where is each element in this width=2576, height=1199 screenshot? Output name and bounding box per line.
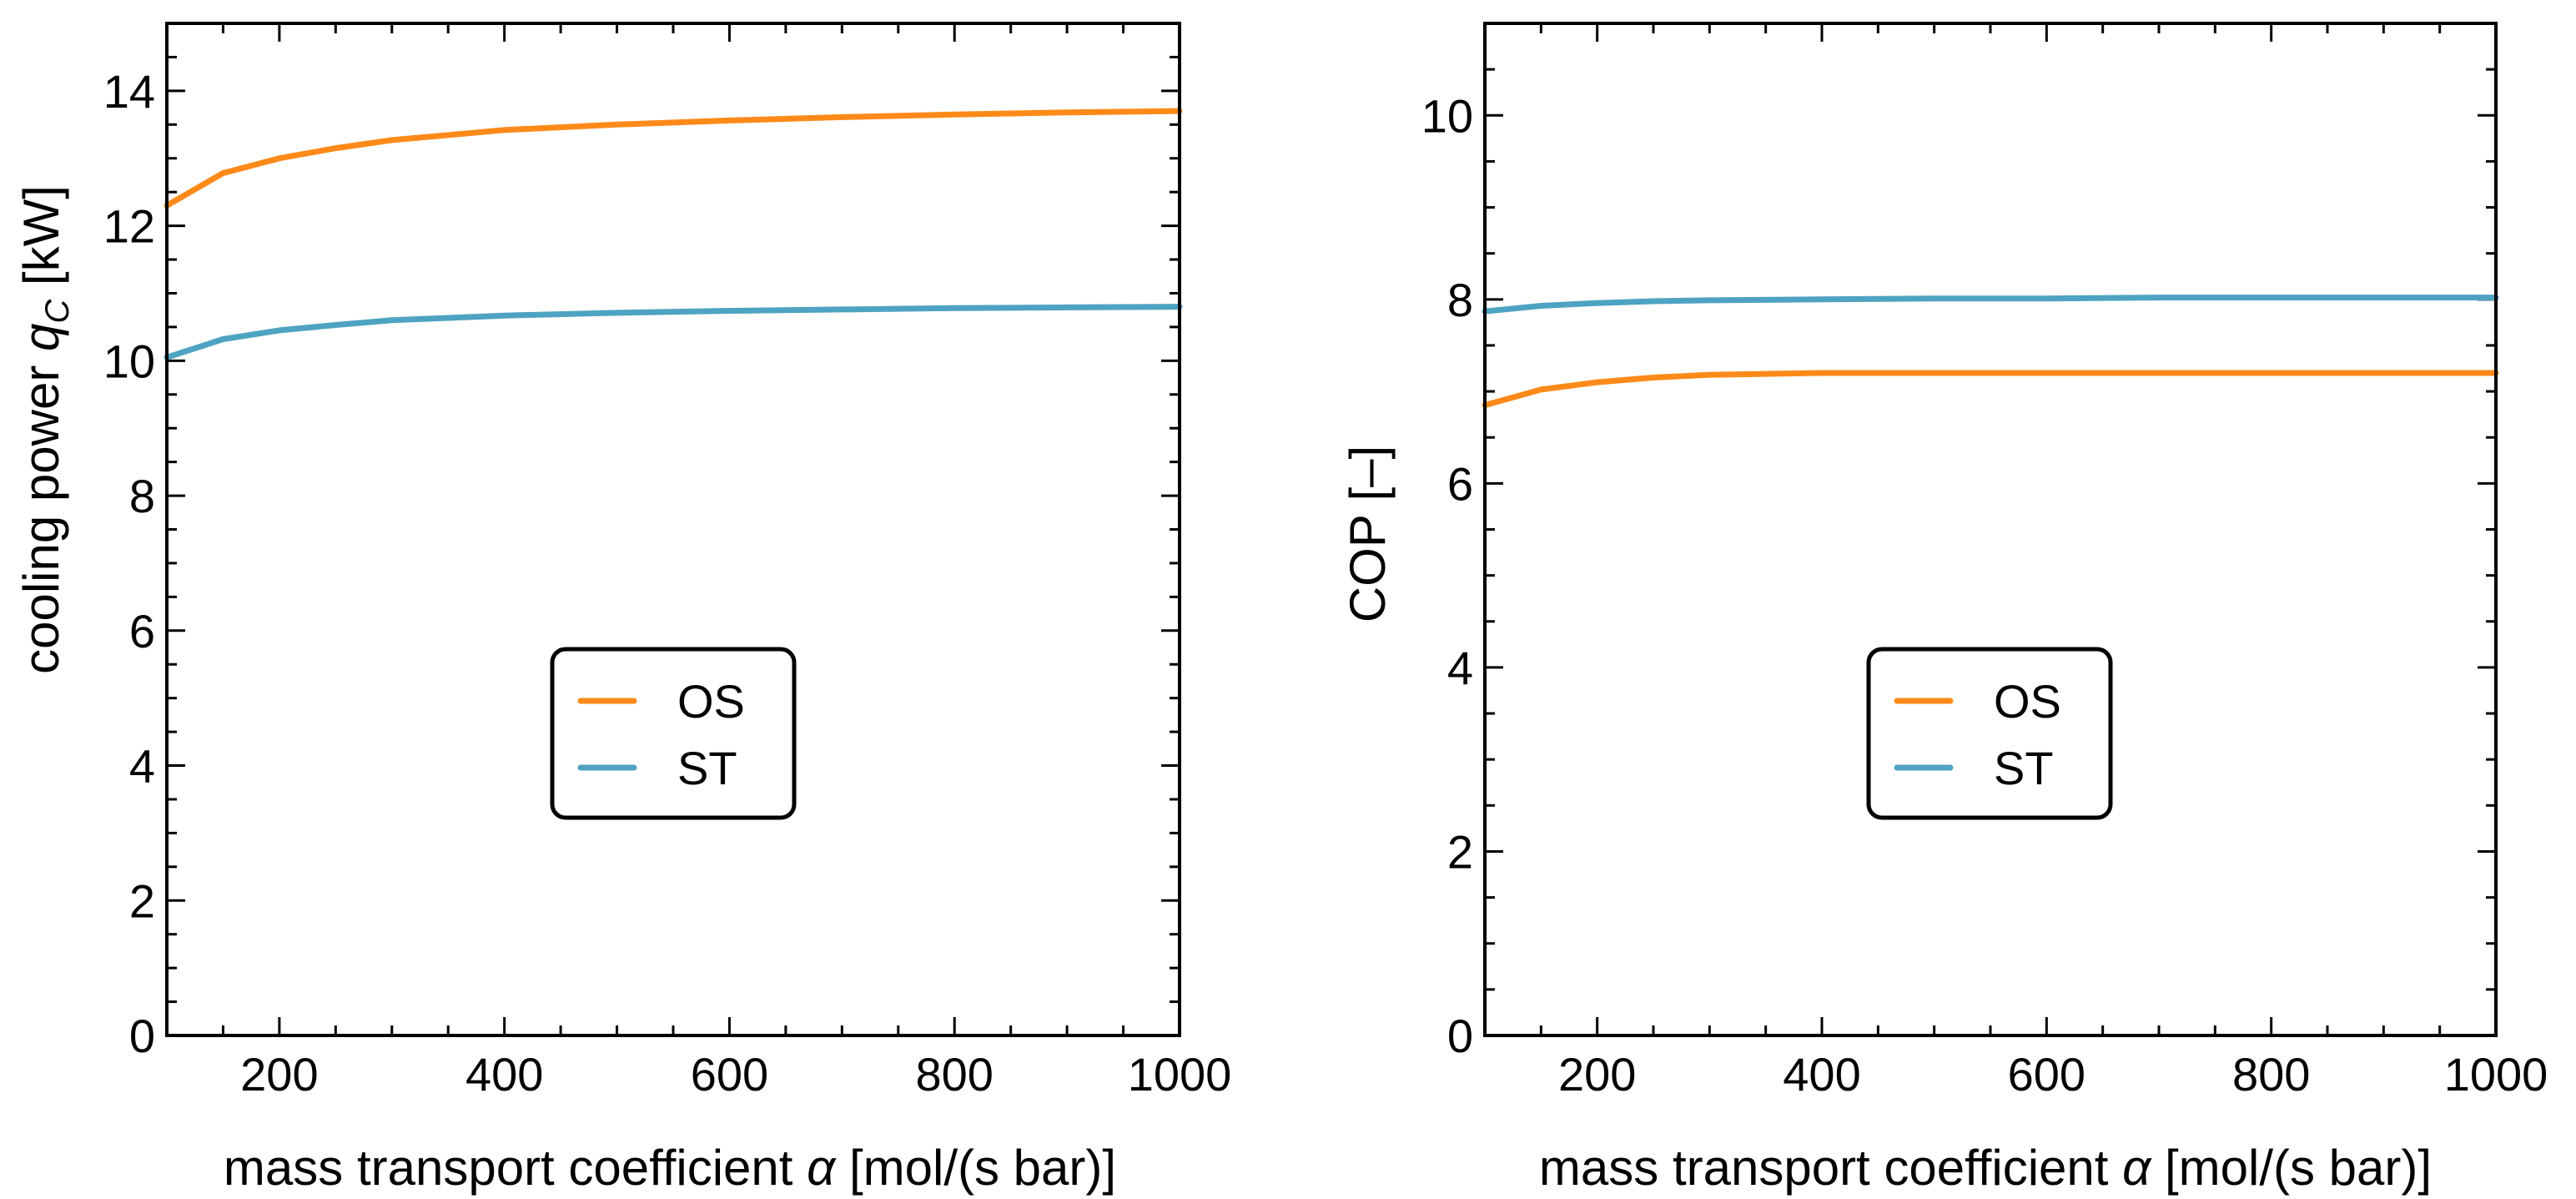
x-tick-label: 200 [240, 1048, 318, 1101]
cop-chart: 200 400 600 800 1000 0 2 4 6 8 10 COP [–] mass tra… [1340, 22, 2548, 1196]
plot-frame [1483, 22, 2498, 1037]
y-axis-label: COP [–] [1340, 446, 1396, 622]
y-tick-label: 0 [1447, 1010, 1473, 1062]
series-line-st [164, 304, 1183, 360]
y-tick-label: 8 [1447, 274, 1473, 326]
y-axis-symbol: q [13, 324, 69, 351]
legend-label-st: ST [1994, 742, 2054, 794]
y-axis-subscript: C [39, 299, 76, 324]
cooling-power-chart: 200 400 600 800 1000 0 2 4 6 8 10 12 14 cooling powe… [13, 22, 1232, 1196]
x-tick-label: 600 [2008, 1048, 2085, 1101]
x-tick-label: 400 [1783, 1048, 1860, 1101]
y-tick-label: 0 [129, 1010, 155, 1062]
legend-label-os: OS [677, 675, 745, 728]
y-axis-label: cooling power qC [kW] [13, 185, 76, 674]
y-tick-label: 6 [129, 605, 155, 657]
x-axis-label: mass transport coefficient α [mol/(s bar… [224, 1140, 1116, 1196]
x-tick-label: 400 [465, 1048, 543, 1101]
x-axis-symbol: α [807, 1140, 837, 1196]
y-tick-label: 2 [129, 874, 155, 927]
y-tick-label: 10 [103, 335, 155, 387]
y-tick-label: 4 [1447, 642, 1473, 694]
y-tick-label: 10 [1421, 89, 1473, 142]
x-tick-label: 1000 [2444, 1048, 2548, 1101]
y-tick-label: 6 [1447, 457, 1473, 510]
x-axis-symbol: α [2122, 1140, 2152, 1196]
y-tick-label: 14 [103, 65, 155, 118]
legend-box [1866, 647, 2113, 820]
series-line-os [164, 108, 1183, 209]
x-tick-label: 1000 [1128, 1048, 1232, 1101]
x-tick-label: 600 [691, 1048, 768, 1101]
x-tick-label: 800 [2232, 1048, 2310, 1101]
legend: OS ST [550, 647, 797, 820]
y-tick-label: 8 [129, 470, 155, 522]
y-tick-label: 2 [1447, 825, 1473, 878]
y-tick-label: 4 [129, 740, 155, 793]
plot-frame [165, 22, 1181, 1037]
series-line-os [1482, 370, 2499, 409]
series-line-st [1482, 295, 2499, 315]
legend-label-st: ST [677, 742, 737, 794]
legend-label-os: OS [1994, 675, 2061, 728]
legend-box [550, 647, 797, 820]
x-tick-label: 200 [1558, 1048, 1636, 1101]
x-tick-label: 800 [916, 1048, 994, 1101]
legend: OS ST [1866, 647, 2113, 820]
x-axis-label: mass transport coefficient α [mol/(s bar… [1539, 1140, 2432, 1196]
y-tick-label: 12 [103, 200, 155, 253]
